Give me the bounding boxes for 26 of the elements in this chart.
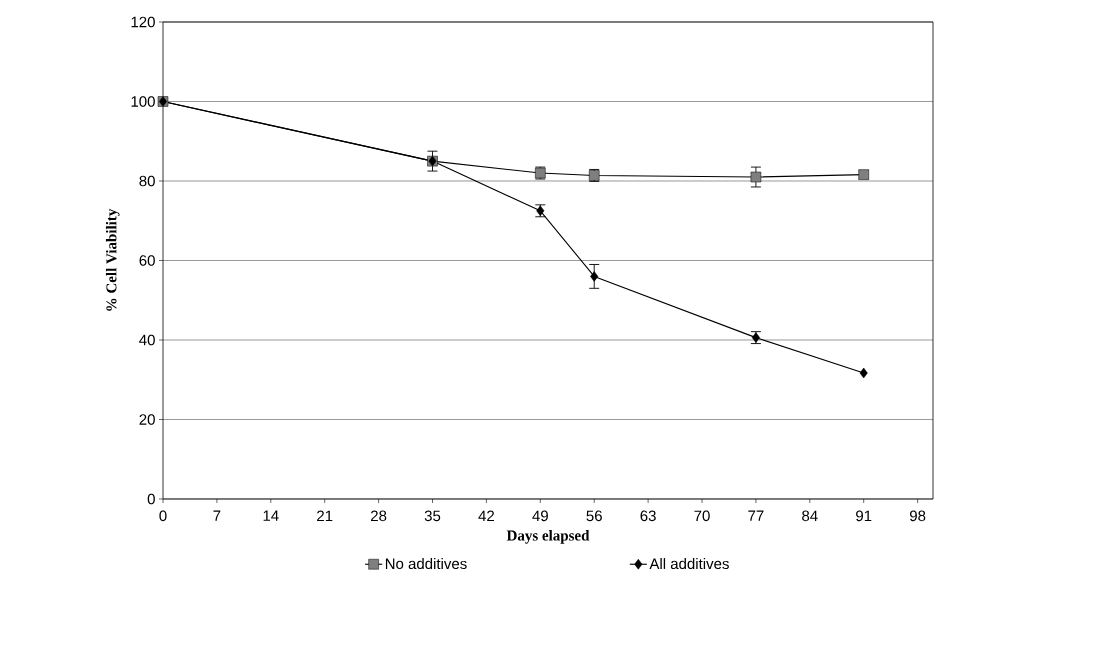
x-tick-label: 84 xyxy=(802,510,818,522)
y-tick-label: 100 xyxy=(131,96,155,107)
x-tick-label: 14 xyxy=(263,510,279,521)
y-axis-title: % Cell Viability xyxy=(105,208,120,311)
x-tick-label: 56 xyxy=(586,510,602,522)
y-tick-label: 0 xyxy=(147,493,155,505)
x-tick-label: 42 xyxy=(478,510,494,522)
x-tick-label: 35 xyxy=(424,510,441,522)
x-tick-label: 77 xyxy=(748,510,764,521)
x-tick-label: 91 xyxy=(856,510,872,522)
y-tick-label: 80 xyxy=(139,175,155,187)
y-tick-label: 20 xyxy=(139,414,155,425)
y-tick-label: 40 xyxy=(139,334,155,346)
y-tick-label: 60 xyxy=(139,255,155,266)
x-tick-label: 98 xyxy=(909,510,926,522)
x-axis-title: Days elapsed xyxy=(506,530,590,544)
x-tick-label: 63 xyxy=(640,510,656,522)
x-tick-label: 49 xyxy=(532,510,548,522)
x-tick-label: 28 xyxy=(371,510,387,522)
legend-label: No additives xyxy=(385,558,467,570)
x-tick-label: 7 xyxy=(213,510,221,521)
legend-label: All additives xyxy=(649,558,729,570)
x-tick-label: 70 xyxy=(694,510,710,522)
x-tick-label: 21 xyxy=(317,510,333,522)
y-tick-label: 120 xyxy=(131,16,155,28)
x-tick-label: 0 xyxy=(159,510,167,522)
